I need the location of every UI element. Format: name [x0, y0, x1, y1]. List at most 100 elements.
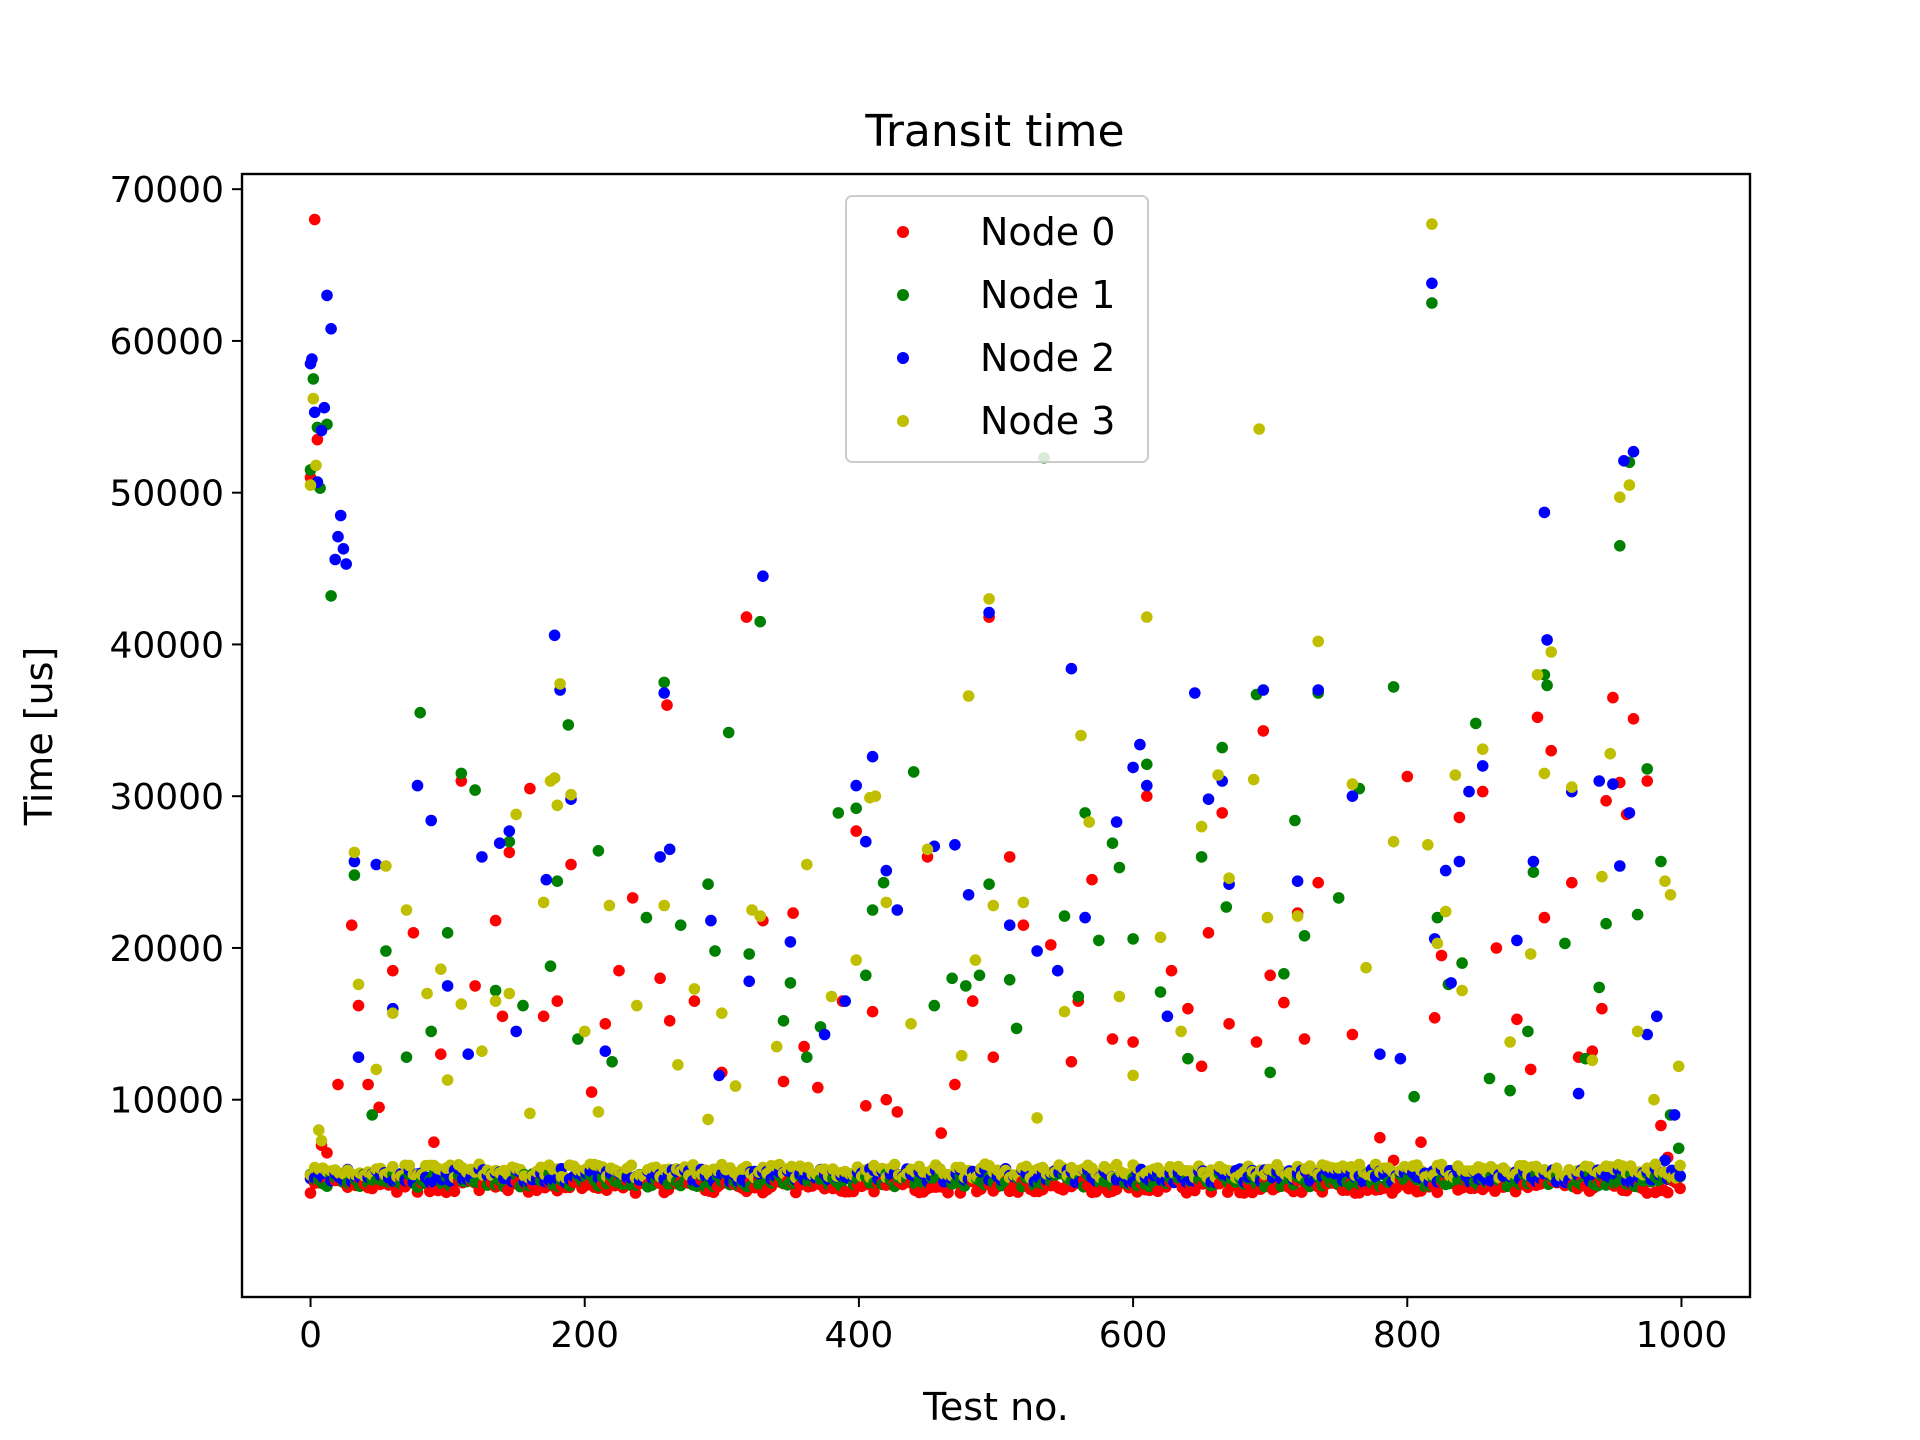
- data-point: [1075, 729, 1087, 742]
- data-point: [455, 998, 468, 1010]
- legend-marker: [897, 415, 909, 427]
- series-node-3: [304, 218, 1685, 1147]
- data-point: [1593, 981, 1605, 994]
- data-point: [1257, 684, 1270, 696]
- data-point: [1195, 1060, 1208, 1073]
- y-axis-title: Time [us]: [17, 647, 61, 827]
- data-point: [1524, 1063, 1537, 1076]
- data-point: [1538, 767, 1551, 780]
- data-point: [592, 845, 605, 857]
- data-point: [599, 1018, 612, 1030]
- data-point: [709, 945, 721, 957]
- data-point: [1470, 717, 1482, 730]
- data-point: [942, 1186, 954, 1199]
- data-point: [839, 995, 851, 1007]
- data-point: [407, 927, 420, 939]
- data-point: [1387, 681, 1400, 693]
- data-point: [663, 843, 676, 856]
- series-node-1: [304, 297, 1685, 1155]
- data-point: [1531, 669, 1544, 681]
- data-point: [850, 779, 862, 792]
- data-point: [891, 1106, 904, 1118]
- data-point: [1182, 1052, 1194, 1065]
- data-point: [1058, 910, 1071, 922]
- legend-label: Node 3: [980, 399, 1115, 443]
- data-point: [1614, 540, 1626, 552]
- data-point: [1051, 964, 1064, 977]
- data-point: [812, 1081, 824, 1094]
- data-point: [1641, 763, 1653, 775]
- data-point: [1422, 839, 1434, 851]
- data-point: [1374, 1048, 1386, 1060]
- data-point: [1058, 1005, 1071, 1018]
- data-point: [1522, 1025, 1534, 1038]
- data-point: [380, 945, 392, 957]
- data-point: [1439, 864, 1452, 877]
- data-point: [1453, 811, 1466, 824]
- data-point: [757, 570, 769, 582]
- data-point: [1426, 297, 1438, 309]
- data-point: [1154, 986, 1167, 998]
- data-point: [1113, 990, 1126, 1003]
- data-point: [441, 980, 454, 992]
- data-point: [1010, 1022, 1023, 1035]
- data-point: [1127, 933, 1139, 945]
- data-point: [1083, 816, 1095, 828]
- data-point: [1045, 939, 1057, 951]
- data-point: [743, 975, 755, 988]
- legend-label: Node 2: [980, 336, 1115, 380]
- data-point: [352, 978, 365, 991]
- y-tick-label: 40000: [109, 625, 224, 666]
- data-point: [503, 846, 516, 859]
- data-point: [1668, 1109, 1681, 1121]
- data-point: [1017, 896, 1030, 909]
- data-point: [658, 676, 670, 689]
- data-point: [524, 1107, 536, 1120]
- data-point: [387, 1160, 399, 1173]
- data-point: [304, 479, 317, 491]
- data-point: [1261, 911, 1274, 924]
- data-point: [469, 980, 481, 992]
- data-point: [1127, 1069, 1139, 1082]
- data-point: [1278, 996, 1290, 1009]
- data-point: [1566, 781, 1578, 793]
- data-point: [510, 808, 522, 821]
- data-point: [658, 687, 670, 699]
- data-point: [625, 1159, 638, 1172]
- data-point: [1559, 937, 1571, 950]
- data-point: [688, 995, 701, 1007]
- data-point: [973, 969, 986, 982]
- data-point: [1607, 778, 1619, 790]
- data-point: [1476, 785, 1489, 798]
- data-point: [1374, 1131, 1386, 1144]
- data-point: [1456, 957, 1468, 969]
- data-point: [1607, 691, 1619, 704]
- data-point: [631, 999, 643, 1012]
- data-point: [1566, 876, 1578, 889]
- data-point: [1439, 905, 1452, 918]
- data-point: [1541, 679, 1553, 692]
- data-point: [425, 814, 438, 827]
- legend-label: Node 0: [980, 210, 1115, 254]
- data-point: [860, 1100, 872, 1112]
- data-point: [592, 1106, 605, 1118]
- data-point: [877, 876, 890, 889]
- data-point: [1674, 1170, 1686, 1182]
- data-point: [626, 892, 639, 904]
- data-point: [1264, 969, 1276, 982]
- data-point: [1401, 770, 1414, 783]
- data-point: [1664, 889, 1677, 901]
- data-point: [572, 1033, 584, 1045]
- data-point: [1623, 807, 1636, 819]
- data-point: [403, 1159, 416, 1172]
- data-point: [1431, 1186, 1444, 1199]
- data-point: [1538, 911, 1551, 924]
- data-point: [308, 406, 321, 419]
- data-point: [661, 699, 673, 711]
- data-point: [962, 690, 975, 702]
- data-point: [1165, 964, 1178, 977]
- data-point: [540, 873, 553, 886]
- data-point: [1346, 1028, 1359, 1041]
- data-point: [1223, 872, 1235, 884]
- data-point: [935, 1127, 947, 1139]
